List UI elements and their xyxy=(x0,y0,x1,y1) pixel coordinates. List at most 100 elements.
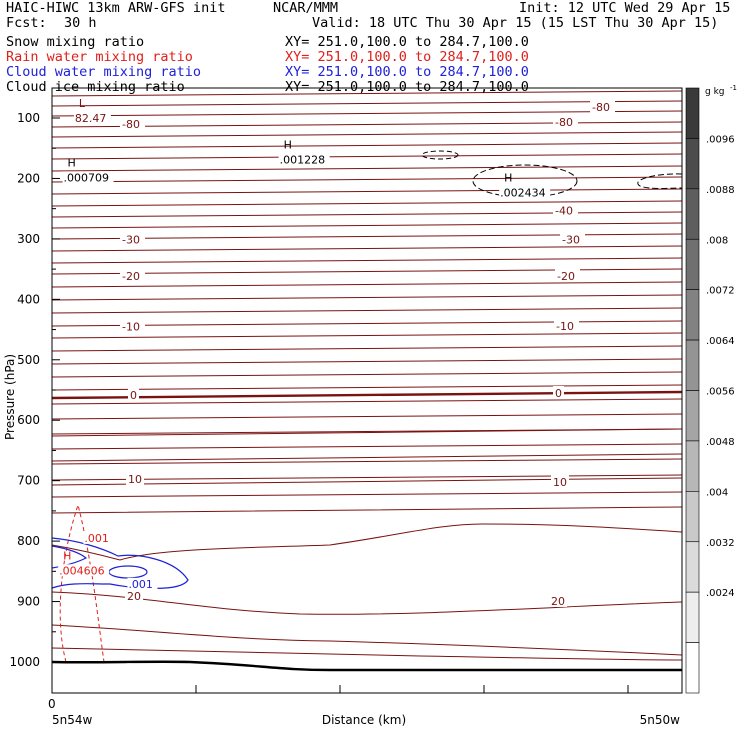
colorbar-level-label: .008 xyxy=(706,235,728,246)
forecast-hours: 30 h xyxy=(64,15,97,31)
cloud-water-contour xyxy=(51,537,189,589)
isotherm-label: 20 xyxy=(127,590,141,603)
isotherm-label: -80 xyxy=(592,101,610,114)
colorbar-unit-exponent: -1 xyxy=(730,84,737,92)
isotherm-label: 10 xyxy=(553,476,567,489)
isotherm-line xyxy=(51,153,683,160)
label-backdrop xyxy=(553,203,578,217)
isotherm-line xyxy=(51,453,683,462)
label-backdrop xyxy=(553,386,564,400)
label-backdrop xyxy=(120,319,145,333)
extremum-marker: H xyxy=(504,172,512,185)
y-tick-label: 400 xyxy=(17,292,40,306)
isotherm-line xyxy=(51,121,683,128)
isotherm-line xyxy=(51,281,683,288)
colorbar-swatch xyxy=(685,138,700,190)
field-snow-name: Snow mixing ratio xyxy=(6,34,145,50)
colorbar-swatch xyxy=(685,339,700,391)
extremum-value: .004606 xyxy=(59,564,105,577)
isotherm-line xyxy=(51,110,683,117)
colorbar-unit: g kg xyxy=(705,87,725,97)
cloud-ice-contour xyxy=(637,173,683,189)
label-backdrop xyxy=(560,232,585,246)
isotherm-line xyxy=(51,398,683,405)
isotherm-line xyxy=(51,443,683,450)
isotherm-line xyxy=(51,233,683,240)
isotherm-line xyxy=(51,320,683,327)
isotherm-line xyxy=(51,647,683,661)
label-backdrop xyxy=(125,589,143,603)
label-backdrop xyxy=(120,268,145,282)
isotherm-line xyxy=(51,245,683,252)
isotherm-line xyxy=(51,491,683,498)
isotherm-line xyxy=(51,345,683,352)
isotherm-label: -80 xyxy=(555,116,573,129)
isotherm-line xyxy=(51,591,683,615)
isotherm-label: -30 xyxy=(562,233,580,246)
x-origin-label: 0 xyxy=(48,697,56,711)
ground-surface-line xyxy=(51,660,682,672)
isotherm-line xyxy=(51,142,683,149)
isotherm-line xyxy=(51,222,683,229)
isotherm-label: -20 xyxy=(557,270,575,283)
label-backdrop xyxy=(62,171,114,184)
cloud-ice-contour xyxy=(421,150,459,160)
y-tick-label: 1000 xyxy=(9,655,40,669)
isotherm-label: 10 xyxy=(128,473,142,486)
isotherm-label: -10 xyxy=(122,321,140,334)
colorbar-swatch xyxy=(685,87,700,139)
colorbar-swatch xyxy=(685,541,700,593)
field-cloudwater-name: Cloud water mixing ratio xyxy=(6,64,202,80)
colorbar-level-label: .0056 xyxy=(706,387,735,398)
isotherm-line xyxy=(51,544,121,561)
colorbar: .0096 .0088 .008 .0072 .0064 .0056 .0048 .004 .0… xyxy=(685,84,737,694)
label-backdrop xyxy=(555,268,580,282)
colorbar-swatch xyxy=(685,440,700,492)
label-backdrop xyxy=(499,186,551,199)
label-backdrop xyxy=(128,387,139,401)
mixing-ratio-label: .001 xyxy=(128,578,153,591)
colorbar-level-label: .0096 xyxy=(706,134,735,145)
y-tick-label: 300 xyxy=(17,232,40,246)
rain-water-contour xyxy=(59,503,105,663)
mixing-ratio-label: .001 xyxy=(84,532,109,545)
isotherm-line xyxy=(51,165,683,172)
isotherm-line xyxy=(51,307,683,314)
isotherm-line xyxy=(51,211,683,218)
extremum-marker: H xyxy=(68,156,76,169)
isotherm-line xyxy=(119,523,683,561)
label-backdrop xyxy=(58,564,110,577)
colorbar-swatch xyxy=(685,390,700,442)
y-axis-title: Pressure (hPa) xyxy=(3,354,17,440)
contour-labels: -80 -30 -20 -10 0 10 20 -80 -80 -40 -30 -20 -10 0 10 20… xyxy=(58,97,615,608)
colorbar-swatch xyxy=(685,188,700,240)
label-backdrop xyxy=(549,593,567,607)
extremum-marker: H xyxy=(284,138,292,151)
label-backdrop xyxy=(120,117,145,131)
field-rain-xy: XY= 251.0,100.0 to 284.7,100.0 xyxy=(285,49,529,65)
label-backdrop xyxy=(73,112,111,125)
x-end-location: 5n50w xyxy=(640,713,681,727)
isotherm-label: 20 xyxy=(551,595,565,608)
isotherm-label: -10 xyxy=(556,320,574,333)
label-backdrop xyxy=(83,531,114,544)
colorbar-swatch xyxy=(685,238,700,290)
isotherm-line xyxy=(51,200,683,207)
x-start-location: 5n54w xyxy=(52,713,93,727)
extremum-value: 82.47 xyxy=(75,112,107,125)
colorbar-level-label: .0072 xyxy=(706,286,735,297)
isotherm-line xyxy=(51,384,683,391)
valid-time: Valid: 18 UTC Thu 30 Apr 15 (15 LST Thu … xyxy=(312,15,719,31)
isotherm-line xyxy=(51,371,683,378)
model-title: HAIC-HIWC 13km ARW-GFS init xyxy=(6,0,226,16)
colorbar-swatch xyxy=(685,289,700,341)
forecast-label: Fcst: xyxy=(6,15,47,31)
colorbar-level-label: .004 xyxy=(706,487,728,498)
x-axis-title: Distance (km) xyxy=(322,713,406,727)
y-tick-label: 100 xyxy=(17,111,40,125)
isotherm-label: -40 xyxy=(555,204,573,217)
extremum-value: .001228 xyxy=(280,153,326,166)
axes: 1002003004005006007008009001000Pressure … xyxy=(3,111,680,727)
colorbar-level-label: .0064 xyxy=(706,336,735,347)
